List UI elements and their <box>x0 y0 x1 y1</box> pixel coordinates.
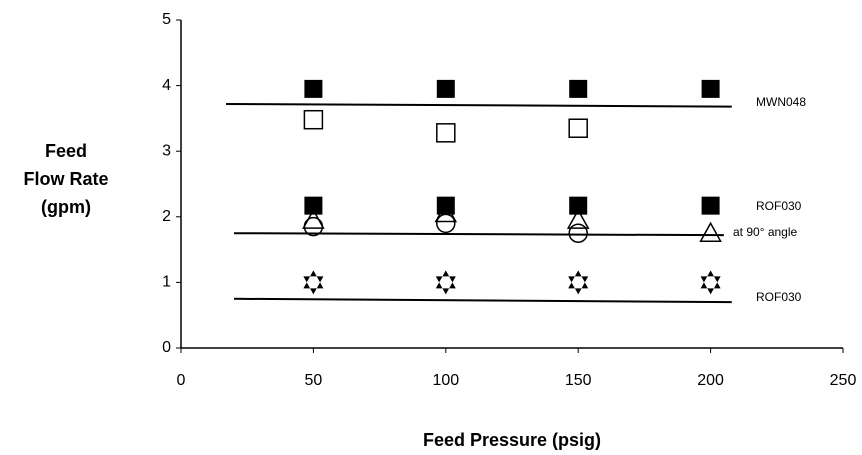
y-tick-label: 3 <box>162 142 171 159</box>
marker <box>701 79 720 98</box>
annotation: at 90° angle <box>733 225 798 239</box>
marker <box>436 213 456 234</box>
marker <box>436 79 455 98</box>
reference-line <box>233 297 732 304</box>
marker <box>700 270 721 295</box>
marker <box>568 223 588 243</box>
reference-line <box>233 232 724 237</box>
marker <box>568 118 588 138</box>
marker <box>302 208 325 229</box>
y-axis-label: Flow Rate <box>23 169 108 189</box>
marker <box>304 196 323 215</box>
x-tick-label: 200 <box>697 372 724 389</box>
marker <box>569 79 588 98</box>
annotation: MWN048 <box>756 95 806 109</box>
x-tick-label: 0 <box>177 372 186 389</box>
marker <box>304 79 323 98</box>
annotation: ROF030 <box>756 199 802 213</box>
x-tick-label: 100 <box>432 372 459 389</box>
y-axis-label: Feed <box>45 141 87 161</box>
reference-line <box>226 102 732 108</box>
y-axis-label: (gpm) <box>41 197 91 217</box>
y-tick-label: 4 <box>162 77 171 94</box>
x-axis-label: Feed Pressure (psig) <box>423 430 601 450</box>
y-tick-label: 1 <box>162 274 171 291</box>
x-tick-label: 50 <box>305 372 323 389</box>
marker <box>568 270 589 295</box>
x-tick-label: 150 <box>565 372 592 389</box>
marker <box>701 196 720 215</box>
y-tick-label: 2 <box>162 208 171 225</box>
marker <box>436 123 456 143</box>
y-tick-label: 5 <box>162 11 171 28</box>
annotation: ROF030 <box>756 290 802 304</box>
marker <box>436 196 455 215</box>
marker <box>303 109 324 130</box>
x-tick-label: 250 <box>830 372 857 389</box>
marker <box>434 201 458 223</box>
marker <box>303 270 324 295</box>
marker <box>569 196 588 215</box>
y-tick-label: 0 <box>162 339 171 356</box>
marker <box>435 270 456 295</box>
marker <box>566 208 590 229</box>
marker <box>699 221 722 242</box>
